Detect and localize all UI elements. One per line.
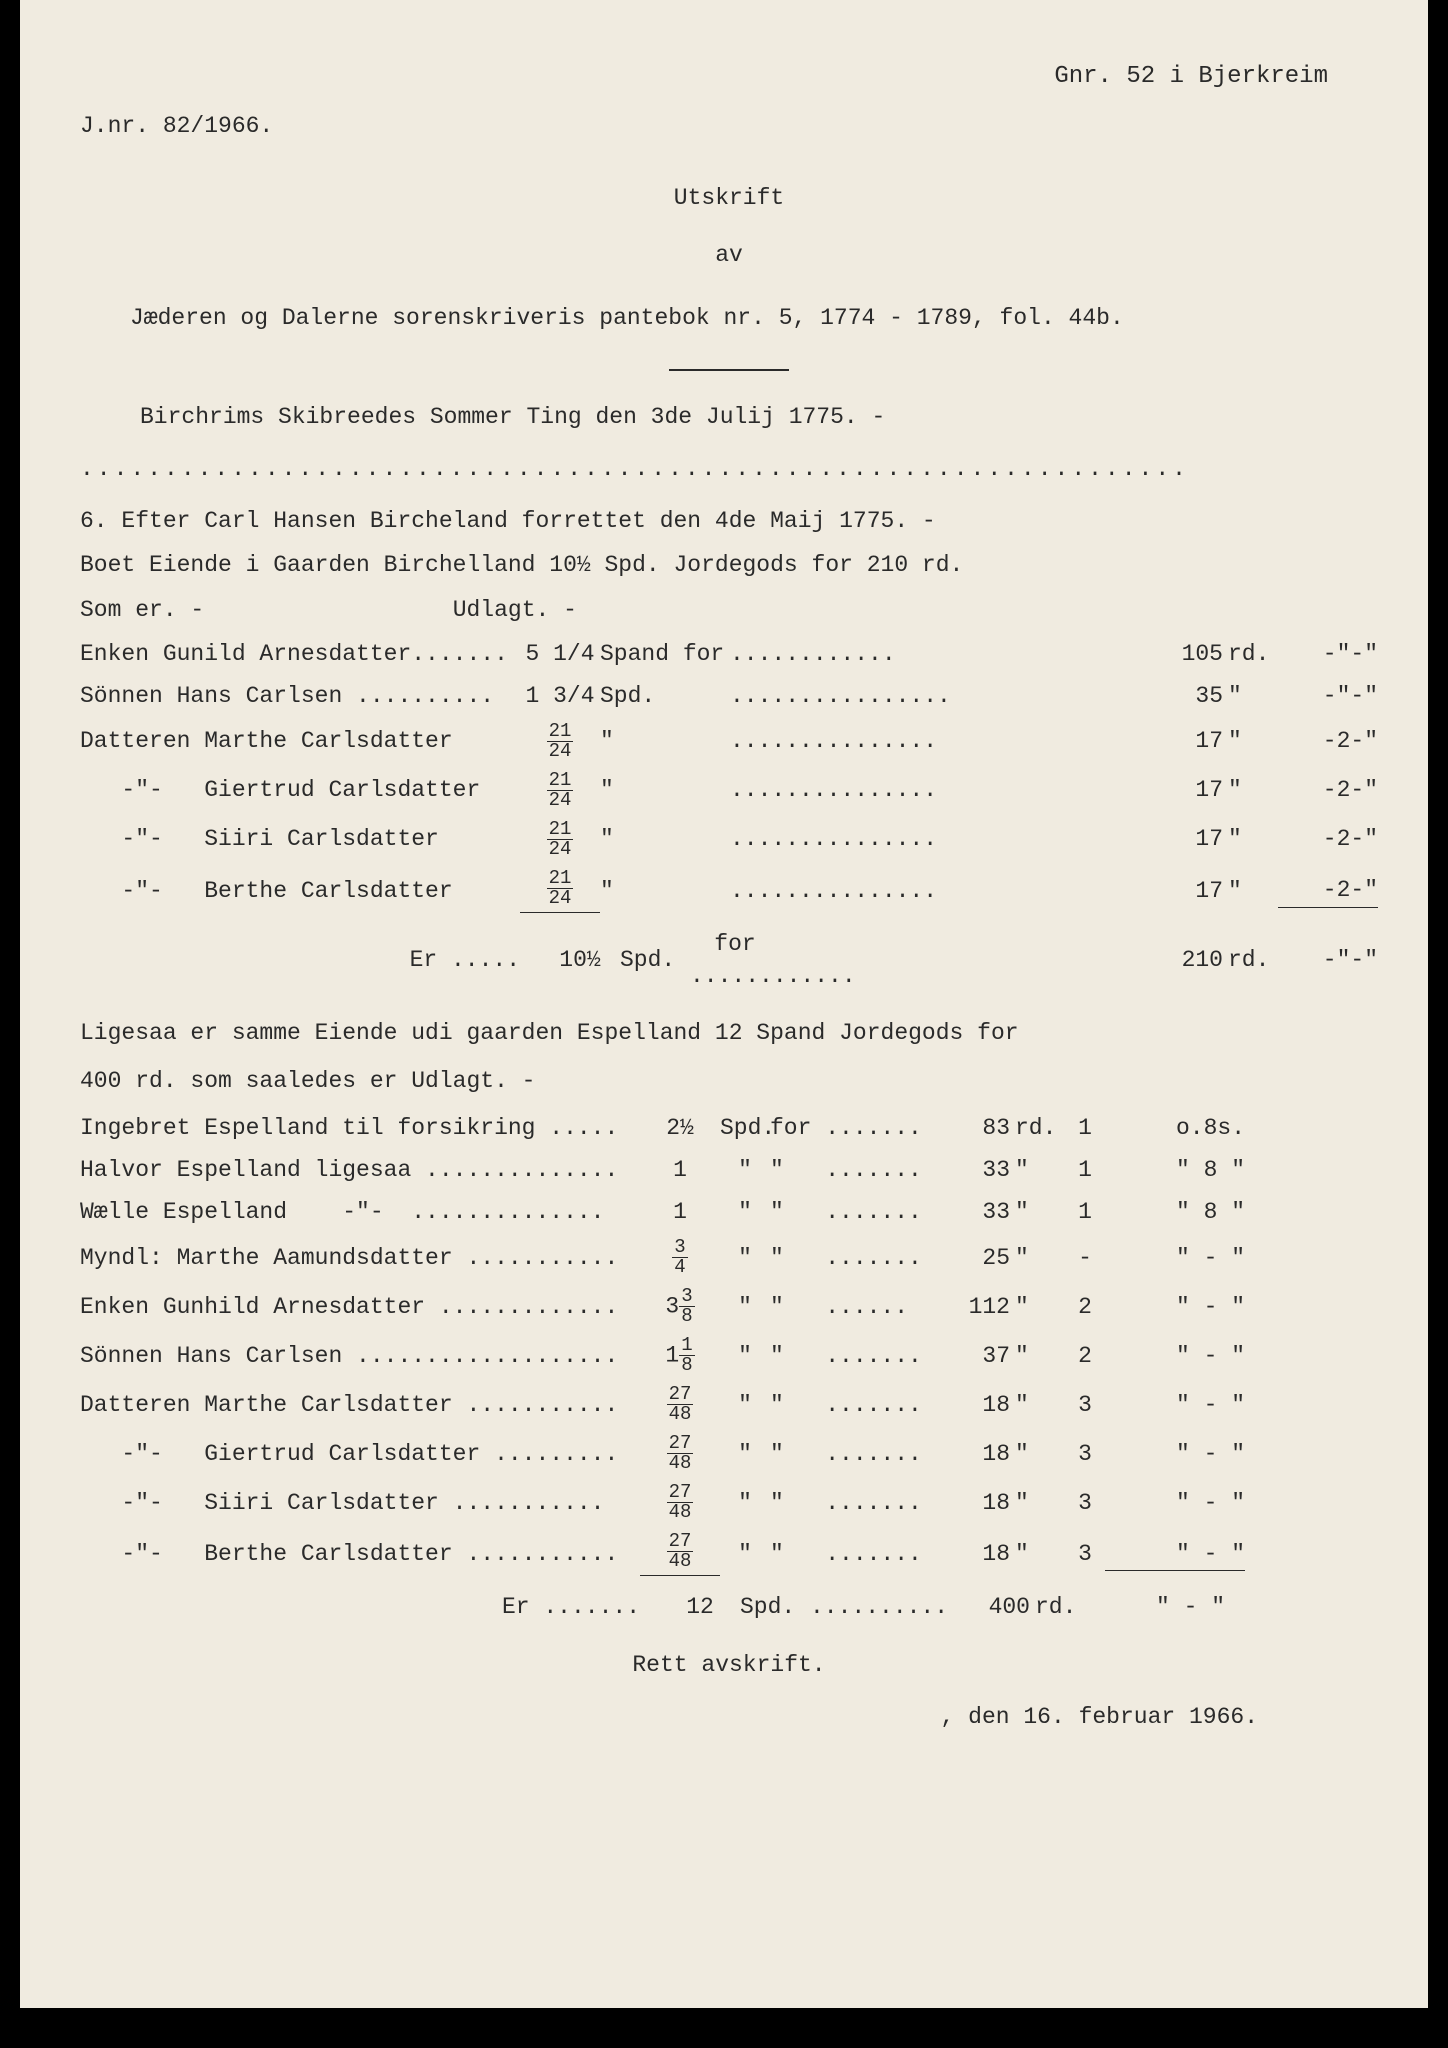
table2-sum: Er ....... 12 Spd. .......... 400 rd. " … — [80, 1591, 1378, 1623]
subtitle-source: Jæderen og Dalerne sorenskriveris panteb… — [130, 302, 1378, 334]
middle-para-2: 400 rd. som saaledes er Udlagt. - — [80, 1065, 1378, 1097]
header-gnr: Gnr. 52 i Bjerkreim — [1054, 60, 1328, 94]
intro-line-3: Som er. - Udlagt. - — [80, 594, 1378, 626]
table1-sum: Er ..... 10½ Spd. for ............ 210 r… — [80, 928, 1378, 992]
table-row: Datteren Marthe Carlsdatter ...........2… — [80, 1385, 1378, 1424]
table-row: Halvor Espelland ligesaa ..............1… — [80, 1154, 1378, 1186]
table-row: Enken Gunhild Arnesdatter .............3… — [80, 1287, 1378, 1326]
allocation-table-2: Ingebret Espelland til forsikring .....2… — [80, 1112, 1378, 1577]
table-row: -"- Giertrud Carlsdatter .........2748""… — [80, 1434, 1378, 1473]
section-heading: Birchrims Skibreedes Sommer Ting den 3de… — [140, 401, 1378, 433]
intro-line-2: Boet Eiende i Gaarden Birchelland 10½ Sp… — [80, 549, 1378, 581]
middle-para-1: Ligesaa er samme Eiende udi gaarden Espe… — [80, 1017, 1378, 1049]
table-row: -"- Giertrud Carlsdatter2124"...........… — [80, 771, 1378, 810]
table-row: Ingebret Espelland til forsikring .....2… — [80, 1112, 1378, 1144]
table-row: Sönnen Hans Carlsen ...................1… — [80, 1336, 1378, 1375]
intro-line-1: 6. Efter Carl Hansen Bircheland forrette… — [80, 505, 1378, 537]
document-page: Gnr. 52 i Bjerkreim J.nr. 82/1966. Utskr… — [20, 0, 1428, 2008]
table-row: Myndl: Marthe Aamundsdatter ...........3… — [80, 1238, 1378, 1277]
footer-date: , den 16. februar 1966. — [80, 1701, 1378, 1733]
table-row: -"- Siiri Carlsdatter2124"..............… — [80, 820, 1378, 859]
table-row: -"- Siiri Carlsdatter ...........2748"" … — [80, 1483, 1378, 1522]
divider-short — [669, 369, 789, 371]
table-row: Datteren Marthe Carlsdatter2124"........… — [80, 722, 1378, 761]
dots-separator: ........................................… — [80, 453, 1378, 485]
footer-rett-avskrift: Rett avskrift. — [80, 1649, 1378, 1681]
table-row: Sönnen Hans Carlsen ..........1 3/4Spd..… — [80, 680, 1378, 712]
table-row: Enken Gunild Arnesdatter.......5 1/4Span… — [80, 638, 1378, 670]
table-row: -"- Berthe Carlsdatter2124".............… — [80, 869, 1378, 913]
table-row: Wælle Espelland -"- ..............1"" ..… — [80, 1196, 1378, 1228]
journal-number: J.nr. 82/1966. — [80, 110, 1378, 142]
table-row: -"- Berthe Carlsdatter ...........2748""… — [80, 1532, 1378, 1576]
title-utskrift: Utskrift — [80, 182, 1378, 214]
allocation-table-1: Enken Gunild Arnesdatter.......5 1/4Span… — [80, 638, 1378, 913]
title-av: av — [80, 239, 1378, 271]
